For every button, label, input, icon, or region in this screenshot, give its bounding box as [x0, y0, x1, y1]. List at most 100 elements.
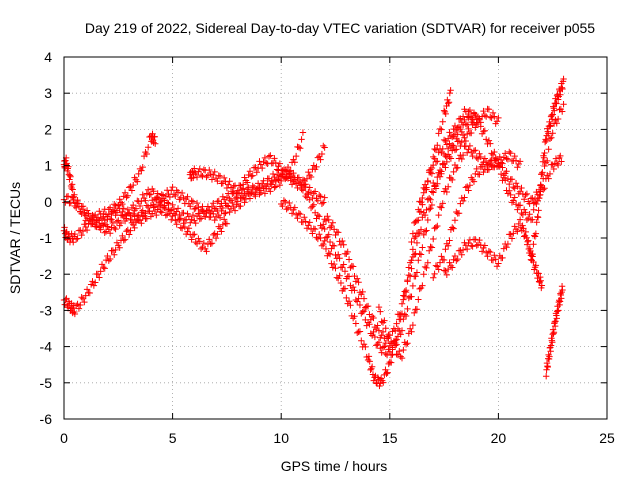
data-point	[256, 158, 263, 165]
data-point	[472, 236, 479, 243]
data-point	[543, 366, 550, 373]
data-point	[523, 241, 531, 248]
data-point	[163, 199, 171, 206]
data-point	[83, 226, 91, 234]
data-point	[174, 205, 182, 212]
data-point	[310, 162, 317, 169]
data-point	[404, 305, 411, 313]
data-point	[280, 197, 288, 204]
data-point	[449, 224, 456, 231]
data-point	[263, 182, 270, 190]
data-point	[318, 200, 326, 207]
data-point	[514, 206, 521, 213]
data-point	[503, 244, 510, 251]
data-point	[77, 301, 84, 309]
data-point	[352, 320, 360, 327]
data-point	[177, 224, 184, 231]
data-point	[451, 252, 459, 260]
data-point	[481, 127, 489, 134]
data-point	[365, 353, 373, 360]
data-point	[258, 164, 266, 172]
data-point	[193, 213, 201, 220]
data-point	[325, 250, 332, 257]
data-point	[151, 133, 158, 140]
data-point	[272, 159, 279, 167]
data-point	[360, 307, 368, 315]
data-point	[436, 125, 444, 133]
data-point	[242, 192, 250, 200]
data-point	[541, 162, 548, 170]
data-point	[231, 195, 239, 203]
data-point	[541, 185, 548, 192]
data-point	[451, 146, 459, 154]
data-point	[199, 173, 206, 180]
data-point	[465, 125, 472, 133]
data-point	[322, 217, 330, 225]
x-tick-label: 25	[599, 430, 615, 446]
data-point	[411, 251, 418, 258]
data-point	[536, 278, 543, 286]
data-point	[416, 230, 423, 237]
data-point	[253, 185, 260, 193]
data-point	[496, 161, 503, 169]
data-point	[519, 222, 526, 229]
data-point	[442, 110, 449, 118]
data-point	[150, 139, 157, 146]
data-point	[208, 203, 216, 211]
data-point	[172, 192, 179, 200]
data-point	[382, 325, 389, 332]
data-point	[382, 350, 389, 358]
data-point	[438, 170, 445, 178]
data-point	[195, 168, 202, 175]
data-point	[428, 188, 436, 195]
data-point	[549, 339, 556, 346]
data-point	[411, 309, 418, 317]
data-point	[206, 236, 213, 243]
y-axis-ticks: -6 -5 -4 -3 -2 -1 0 1 2 3 4	[40, 49, 607, 427]
data-point	[457, 200, 464, 207]
data-point	[412, 233, 419, 240]
data-point	[552, 116, 559, 124]
data-point	[324, 212, 331, 220]
data-point	[438, 149, 445, 156]
data-point	[470, 178, 478, 185]
data-point	[552, 155, 560, 162]
data-point	[182, 216, 190, 223]
data-point	[408, 257, 415, 264]
data-point	[457, 125, 464, 133]
data-point	[546, 123, 554, 130]
data-point	[512, 201, 520, 208]
data-point	[120, 237, 127, 244]
data-point	[415, 206, 422, 213]
data-point	[435, 266, 442, 273]
data-point	[106, 230, 114, 237]
data-point	[96, 274, 103, 281]
data-point	[473, 165, 480, 173]
data-point	[423, 264, 430, 272]
data-point	[559, 108, 566, 115]
data-point	[306, 196, 313, 203]
data-point	[106, 204, 114, 211]
data-point	[143, 150, 151, 158]
y-tick-label: -1	[40, 230, 53, 246]
data-point	[188, 197, 195, 204]
data-point	[371, 333, 379, 341]
data-point	[190, 174, 197, 182]
data-point	[295, 144, 303, 151]
data-point	[468, 242, 475, 249]
data-point	[359, 288, 366, 296]
data-point	[307, 204, 315, 212]
data-point	[132, 219, 140, 226]
data-point	[219, 179, 227, 187]
data-point	[439, 200, 446, 207]
data-point	[398, 354, 406, 362]
data-point	[364, 302, 372, 310]
data-point	[440, 256, 448, 264]
data-point	[526, 211, 533, 218]
data-point	[480, 107, 487, 115]
data-point	[96, 208, 103, 215]
data-point	[493, 263, 501, 270]
data-point	[440, 267, 448, 274]
data-point	[75, 305, 83, 312]
data-point	[354, 275, 361, 282]
